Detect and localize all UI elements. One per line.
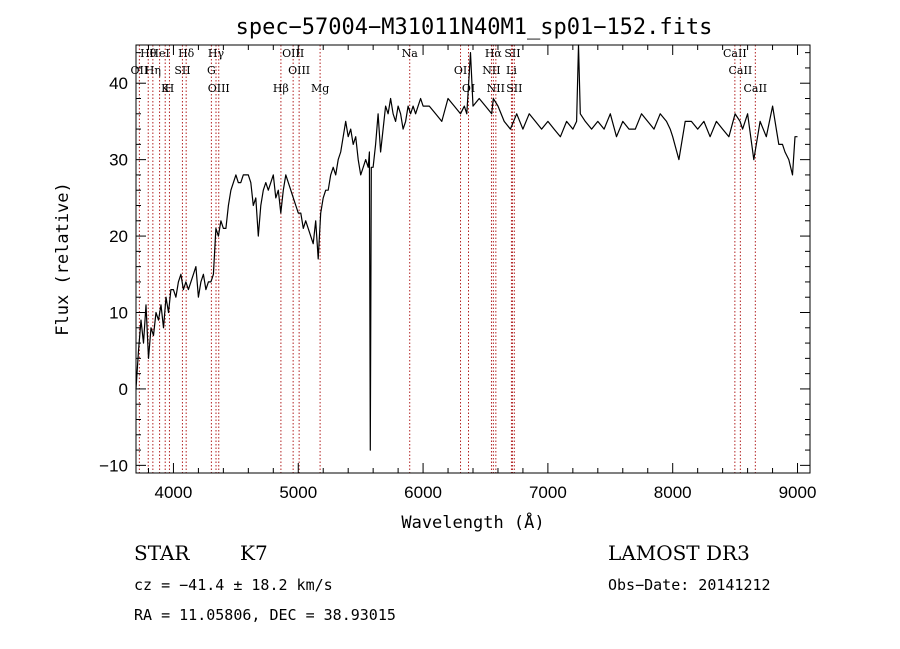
line-label: HeI <box>149 47 169 60</box>
coordinates: RA = 11.05806, DEC = 38.93015 <box>134 606 396 624</box>
line-label: Hδ <box>178 47 195 60</box>
line-label: CaII <box>743 82 767 95</box>
line-label: Na <box>402 47 419 60</box>
line-label: OIII <box>208 82 230 95</box>
line-label: Hγ <box>208 47 225 60</box>
y-tick-label: 30 <box>109 151 128 170</box>
emission-line-markers <box>138 45 756 473</box>
x-axis-label: Wavelength (Å) <box>401 511 544 533</box>
survey-name: LAMOST DR3 <box>608 541 750 565</box>
object-subclass: K7 <box>240 541 268 565</box>
line-label: Hα <box>485 47 503 60</box>
line-label: SII <box>504 47 520 60</box>
line-label: SII <box>506 82 522 95</box>
x-tick-label: 7000 <box>529 483 567 502</box>
object-class: STAR <box>134 541 190 565</box>
x-axis-ticks: 4000 5000 6000 7000 8000 9000 <box>147 45 817 502</box>
line-label: K <box>161 82 170 95</box>
emission-line-labels: HθOIIKHeIHηHHδSIIOIIIHγGHβOIIIOIIIMgNaOI… <box>131 47 768 95</box>
y-tick-label: −10 <box>99 456 128 475</box>
y-axis-ticks: −10 0 10 20 30 40 <box>99 52 810 475</box>
line-label: OIII <box>282 47 304 60</box>
spectrum-line <box>135 44 798 451</box>
redshift-velocity: cz = −41.4 ± 18.2 km/s <box>134 576 333 594</box>
plot-frame <box>135 44 811 474</box>
line-label: Mg <box>311 82 329 95</box>
line-label: Hβ <box>273 82 289 95</box>
line-label: NII <box>487 82 505 95</box>
x-tick-label: 6000 <box>404 483 442 502</box>
line-label: OIII <box>288 64 310 77</box>
spectrum-plot <box>135 44 798 451</box>
line-label: H <box>165 82 175 95</box>
line-label: OI <box>454 64 467 77</box>
line-label: SII <box>174 64 190 77</box>
line-label: OII <box>131 64 149 77</box>
line-label: Hθ <box>140 47 157 60</box>
x-tick-label: 5000 <box>279 483 317 502</box>
y-tick-label: 20 <box>109 227 128 246</box>
x-tick-label: 9000 <box>779 483 817 502</box>
x-tick-label: 8000 <box>654 483 692 502</box>
observation-date: Obs−Date: 20141212 <box>608 576 771 594</box>
line-label: CaII <box>723 47 747 60</box>
y-axis-label: Flux (relative) <box>53 182 73 336</box>
y-tick-label: 40 <box>109 74 128 93</box>
y-tick-label: 0 <box>119 380 128 399</box>
line-label: Li <box>506 64 517 77</box>
y-tick-label: 10 <box>109 304 128 323</box>
x-tick-label: 4000 <box>155 483 193 502</box>
line-label: G <box>207 64 216 77</box>
line-label: NII <box>482 64 500 77</box>
chart-title: spec−57004−M31011N40M1_sp01−152.fits <box>236 15 713 40</box>
line-label: Hη <box>145 64 161 77</box>
line-label: CaII <box>729 64 753 77</box>
